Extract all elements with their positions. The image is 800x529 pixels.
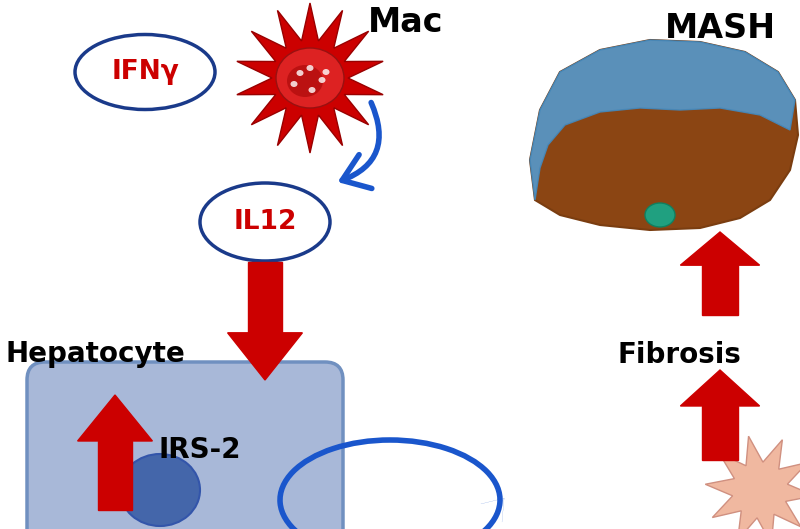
Ellipse shape bbox=[290, 81, 298, 87]
FancyArrowPatch shape bbox=[342, 103, 379, 188]
Text: IFNγ: IFNγ bbox=[111, 59, 179, 85]
Polygon shape bbox=[702, 265, 738, 315]
Polygon shape bbox=[702, 406, 738, 460]
Polygon shape bbox=[78, 395, 152, 441]
Ellipse shape bbox=[322, 69, 330, 75]
Polygon shape bbox=[706, 436, 800, 529]
Ellipse shape bbox=[276, 48, 344, 108]
Polygon shape bbox=[680, 370, 760, 406]
Polygon shape bbox=[227, 333, 302, 380]
Polygon shape bbox=[248, 262, 282, 333]
Ellipse shape bbox=[306, 65, 314, 71]
Text: Fibrosis: Fibrosis bbox=[617, 341, 741, 369]
Ellipse shape bbox=[287, 65, 323, 97]
Text: Hepatocyte: Hepatocyte bbox=[5, 340, 185, 368]
Ellipse shape bbox=[318, 77, 326, 83]
Ellipse shape bbox=[645, 203, 675, 227]
Polygon shape bbox=[237, 3, 383, 153]
Text: MASH: MASH bbox=[665, 12, 775, 45]
Polygon shape bbox=[680, 232, 760, 265]
FancyBboxPatch shape bbox=[27, 362, 343, 529]
FancyArrowPatch shape bbox=[481, 498, 504, 522]
Ellipse shape bbox=[200, 183, 330, 261]
Ellipse shape bbox=[75, 34, 215, 110]
Text: IRS-2: IRS-2 bbox=[158, 436, 242, 464]
Ellipse shape bbox=[120, 454, 200, 526]
Polygon shape bbox=[530, 40, 795, 200]
Text: Mac: Mac bbox=[368, 5, 443, 39]
Ellipse shape bbox=[309, 87, 315, 93]
Polygon shape bbox=[530, 40, 798, 230]
Ellipse shape bbox=[297, 70, 303, 76]
Text: IL12: IL12 bbox=[234, 209, 297, 235]
Polygon shape bbox=[98, 441, 132, 510]
